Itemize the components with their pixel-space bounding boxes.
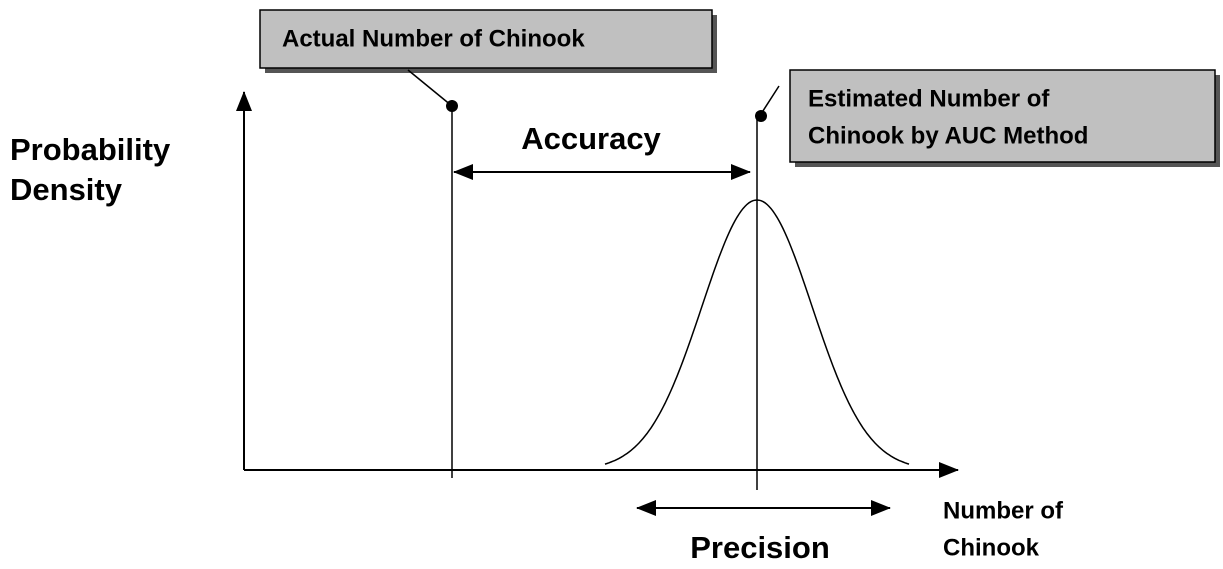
actual-label: Actual Number of Chinook	[282, 25, 585, 52]
leader-dot	[446, 100, 458, 112]
leader-line	[407, 69, 453, 107]
leader-line	[760, 85, 780, 115]
x-axis-label: Number of	[943, 497, 1064, 524]
estimated-box	[789, 69, 1216, 163]
bell-curve	[604, 199, 910, 465]
estimated-label: Estimated Number of	[808, 85, 1050, 112]
actual-box	[259, 9, 713, 69]
y-axis-label: Density	[10, 172, 123, 207]
accuracy-label: Accuracy	[521, 121, 661, 156]
precision-label: Precision	[690, 530, 830, 565]
estimated-label: Chinook by AUC Method	[808, 122, 1088, 149]
y-axis-label: Probability	[10, 132, 171, 167]
x-axis-label: Chinook	[943, 534, 1040, 561]
leader-dot	[755, 110, 767, 122]
